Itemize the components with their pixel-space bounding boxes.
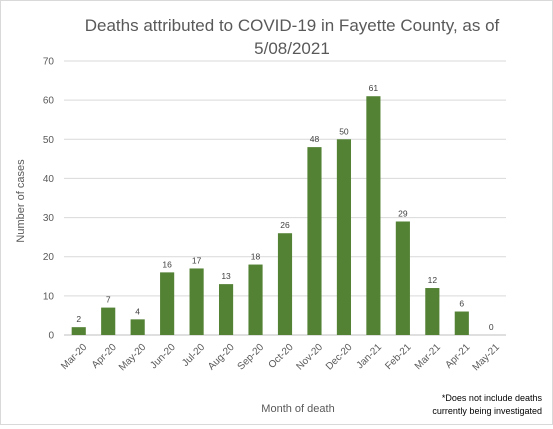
bar-apr-21 xyxy=(454,311,469,335)
bar-aug-20 xyxy=(218,284,234,335)
y-tick-label: 30 xyxy=(43,213,55,224)
data-labels: 2 7 4 16 17 13 18 26 48 50 61 29 12 6 0 xyxy=(76,83,494,332)
bar-feb-21 xyxy=(395,221,410,335)
bars xyxy=(71,96,469,335)
x-tick-label: May-20 xyxy=(117,342,149,374)
data-label: 48 xyxy=(310,134,320,144)
y-tick-label: 40 xyxy=(43,174,55,185)
data-label: 4 xyxy=(135,306,140,316)
x-tick-label: Jun-20 xyxy=(148,342,178,372)
y-tick-label: 70 xyxy=(43,57,55,68)
data-label: 2 xyxy=(76,314,81,324)
data-label: 50 xyxy=(339,126,349,136)
x-tick-label: Jul-20 xyxy=(180,342,207,369)
footnote-line-2: currently being investigated xyxy=(432,406,542,416)
bar-may-20 xyxy=(130,319,145,335)
y-tick-label: 10 xyxy=(43,291,55,302)
y-tick-label: 60 xyxy=(43,96,55,107)
bar-jun-20 xyxy=(160,272,175,335)
x-axis-title: Month of death xyxy=(261,403,334,415)
data-label: 7 xyxy=(106,295,111,305)
x-tick-label: Sep-20 xyxy=(236,342,267,373)
data-label: 12 xyxy=(428,275,438,285)
x-tick-label: Apr-21 xyxy=(443,342,472,371)
x-tick-label: Feb-21 xyxy=(383,342,413,372)
x-tick-label: Mar-21 xyxy=(413,342,443,372)
x-tick-label: Jan-21 xyxy=(355,342,385,372)
data-label: 17 xyxy=(192,255,202,265)
data-label: 13 xyxy=(221,271,231,281)
bar-apr-20 xyxy=(101,307,116,335)
x-tick-label: May-21 xyxy=(471,342,503,374)
data-label: 29 xyxy=(398,208,408,218)
data-label: 18 xyxy=(251,252,261,262)
x-tick-label: Dec-20 xyxy=(324,342,355,373)
x-tick-label: Apr-20 xyxy=(90,342,119,371)
y-axis-ticks: 0 10 20 30 40 50 60 70 xyxy=(43,57,55,342)
data-label: 26 xyxy=(280,220,290,230)
data-label: 0 xyxy=(489,322,494,332)
data-label: 16 xyxy=(162,259,172,269)
bar-sep-20 xyxy=(248,264,263,335)
x-tick-label: Aug-20 xyxy=(206,342,237,373)
y-axis-title: Number of cases xyxy=(15,159,27,243)
bar-mar-20 xyxy=(71,327,86,335)
bar-jan-21 xyxy=(366,96,381,335)
chart-title-line-1: Deaths attributed to COVID-19 in Fayette… xyxy=(85,16,500,35)
x-tick-label: Oct-20 xyxy=(267,342,296,371)
footnote-line-1: *Does not include deaths xyxy=(442,393,543,403)
bar-nov-20 xyxy=(307,147,322,335)
bar-mar-21 xyxy=(425,288,440,335)
chart-title-line-2: 5/08/2021 xyxy=(254,39,330,58)
y-tick-label: 20 xyxy=(43,252,55,263)
x-tick-label: Nov-20 xyxy=(295,342,326,373)
data-label: 6 xyxy=(459,299,464,309)
x-tick-label: Mar-20 xyxy=(59,342,89,372)
bar-jul-20 xyxy=(189,268,204,335)
y-tick-label: 50 xyxy=(43,135,55,146)
bar-oct-20 xyxy=(277,233,293,335)
bar-dec-20 xyxy=(336,139,352,335)
y-tick-label: 0 xyxy=(48,331,54,342)
data-label: 61 xyxy=(369,83,379,93)
